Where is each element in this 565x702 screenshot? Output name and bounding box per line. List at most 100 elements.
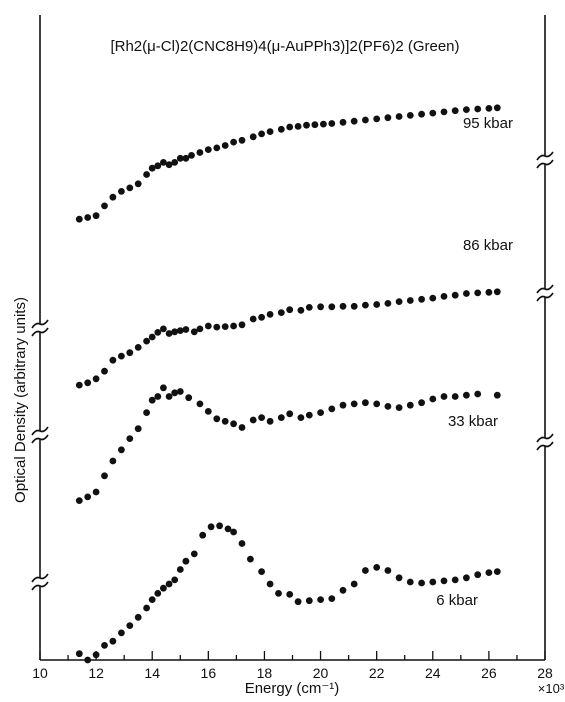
axis-break-gap	[542, 438, 548, 446]
data-point	[176, 154, 184, 162]
data-point	[463, 391, 470, 399]
data-point	[182, 326, 190, 333]
data-point	[92, 375, 100, 383]
x-ticks: 10 12 14 16 18 20 22 24 26 28	[32, 651, 553, 681]
data-point	[406, 112, 414, 119]
axis-break-mark-right	[536, 284, 554, 294]
x-tick-label: 14	[144, 665, 160, 681]
data-point	[84, 656, 92, 664]
data-point	[418, 399, 425, 407]
x-tick-label: 10	[32, 665, 48, 681]
data-point	[238, 424, 246, 431]
data-point	[294, 598, 302, 606]
data-point	[160, 584, 167, 592]
data-point	[148, 164, 156, 172]
axis-break-mark-right	[536, 441, 554, 451]
data-point	[320, 120, 327, 128]
data-point	[171, 159, 179, 166]
data-point	[207, 523, 215, 531]
data-point	[429, 294, 437, 302]
data-point	[109, 457, 117, 465]
x-axis-label: Energy (cm⁻¹)	[245, 680, 340, 697]
data-point	[384, 403, 392, 410]
data-point	[134, 180, 142, 188]
y-axis-label: Optical Density (arbitrary units)	[12, 297, 29, 503]
data-point	[362, 301, 369, 309]
data-point	[143, 337, 151, 345]
data-point	[258, 568, 265, 575]
data-point	[373, 301, 381, 308]
data-point	[339, 302, 347, 310]
axis-break-mark-right	[536, 292, 554, 302]
data-point	[126, 184, 134, 192]
data-point	[196, 325, 204, 333]
data-point	[190, 550, 198, 558]
data-point	[440, 293, 448, 300]
data-point	[213, 323, 221, 331]
data-point	[143, 171, 151, 178]
data-point	[182, 154, 190, 162]
data-point	[305, 304, 313, 311]
data-point	[474, 571, 482, 579]
data-point	[451, 107, 459, 115]
data-point	[92, 488, 100, 496]
axis-break-gap	[542, 156, 548, 164]
data-point	[84, 379, 92, 387]
data-point	[118, 446, 125, 454]
data-point	[311, 121, 319, 129]
data-point	[154, 590, 162, 597]
data-point	[395, 113, 403, 120]
data-point	[429, 109, 437, 117]
data-point	[258, 414, 265, 421]
data-point	[221, 323, 229, 330]
data-point	[134, 425, 142, 433]
data-point	[213, 144, 221, 152]
x-tick-label: 20	[313, 665, 329, 681]
data-point	[92, 212, 100, 220]
data-point	[266, 311, 274, 318]
data-point	[429, 395, 437, 403]
data-point	[165, 330, 173, 337]
axis-break-gap	[37, 324, 43, 332]
data-point	[440, 108, 448, 116]
data-point	[238, 321, 246, 329]
data-point	[148, 333, 156, 341]
data-point	[474, 289, 482, 297]
data-point	[221, 142, 229, 149]
data-point	[249, 416, 257, 424]
data-point	[275, 590, 282, 597]
x-tick-label: 22	[369, 665, 385, 681]
x-axis-multiplier: ×10³	[538, 681, 565, 696]
data-point	[249, 315, 257, 323]
series-label: 86 kbar	[463, 237, 513, 254]
data-point	[339, 118, 347, 126]
data-point	[362, 116, 369, 124]
data-point	[165, 161, 173, 169]
data-point	[213, 415, 221, 423]
data-point	[75, 650, 83, 658]
data-point	[109, 356, 117, 364]
data-point	[305, 411, 313, 419]
data-point	[190, 328, 198, 336]
data-point	[118, 352, 125, 360]
data-point	[384, 300, 392, 307]
data-point	[373, 400, 381, 408]
data-point	[328, 120, 336, 127]
data-point	[160, 159, 167, 166]
data-point	[92, 651, 100, 659]
data-point	[84, 214, 92, 221]
data-point	[188, 152, 195, 159]
data-point	[258, 313, 265, 321]
data-point	[221, 417, 229, 425]
data-point	[350, 117, 358, 125]
data-point	[148, 396, 156, 404]
data-point	[266, 417, 274, 425]
data-point	[493, 288, 501, 296]
data-point	[297, 414, 305, 421]
data-point	[165, 580, 173, 588]
data-point	[126, 349, 134, 357]
data-point	[328, 303, 336, 311]
data-point	[171, 389, 179, 397]
data-point	[317, 409, 324, 416]
